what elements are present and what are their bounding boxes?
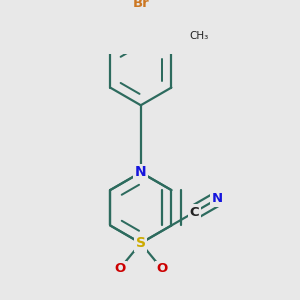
Text: N: N [135, 165, 147, 179]
Text: O: O [156, 262, 167, 275]
Text: N: N [212, 192, 223, 206]
Text: Br: Br [132, 0, 149, 10]
Text: CH₃: CH₃ [189, 31, 208, 41]
Text: O: O [114, 262, 125, 275]
Text: S: S [136, 236, 146, 250]
Text: C: C [190, 206, 199, 219]
